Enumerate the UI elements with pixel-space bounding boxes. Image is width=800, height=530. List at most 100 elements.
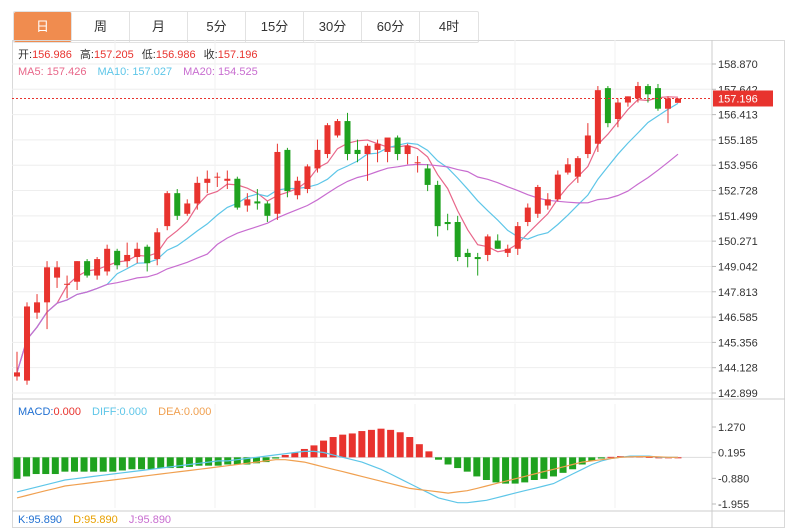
- candle-up: [544, 199, 551, 206]
- macd-bar-down: [597, 457, 605, 459]
- candle-down: [494, 240, 501, 249]
- candle-up: [304, 166, 311, 190]
- dea-line: [16, 456, 678, 499]
- macd-bar-down: [262, 457, 270, 463]
- candle-up: [664, 98, 671, 109]
- macd-bar-up: [281, 454, 289, 458]
- candle-up: [244, 199, 251, 206]
- macd-bar-up: [607, 456, 615, 458]
- candle-up: [24, 306, 31, 381]
- candle-up: [504, 248, 511, 253]
- price-tick-label: 155.185: [718, 135, 758, 147]
- macd-bar-up: [348, 433, 356, 458]
- candle-down: [284, 149, 291, 192]
- candle-up: [554, 174, 561, 200]
- candle-up: [364, 145, 371, 155]
- macd-bar-down: [70, 457, 78, 472]
- d-value: 95.890: [84, 514, 118, 526]
- diff-value: 0.000: [120, 406, 148, 418]
- candle-down: [344, 121, 351, 155]
- current-price-badge: [713, 90, 773, 107]
- candle-down: [174, 193, 181, 216]
- tab-6[interactable]: 60分: [362, 12, 420, 42]
- macd-bar-down: [42, 457, 50, 475]
- candles: [12, 81, 712, 385]
- k-value: 95.890: [28, 514, 62, 526]
- candle-up: [334, 121, 341, 136]
- candle-up: [124, 254, 131, 262]
- candle-up: [14, 372, 20, 377]
- tab-4[interactable]: 15分: [246, 12, 304, 42]
- macd-bar-down: [109, 457, 117, 472]
- price-tick-label: 153.956: [718, 160, 758, 172]
- macd-bar-down: [559, 457, 567, 473]
- macd-bar-down: [13, 457, 21, 479]
- candle-up: [164, 193, 171, 227]
- ma20-label: MA20:: [183, 66, 215, 78]
- macd-panel: [12, 428, 712, 504]
- macd-bar-down: [521, 457, 529, 483]
- macd-bar-up: [291, 452, 299, 458]
- price-tick-label: 149.042: [718, 261, 758, 273]
- close-label: 收:: [204, 47, 218, 61]
- close-value: 157.196: [218, 49, 258, 61]
- candle-up: [534, 186, 541, 214]
- macd-bar-down: [569, 457, 577, 470]
- candle-up: [94, 259, 101, 276]
- candle-up: [214, 176, 221, 178]
- dea-label: DEA:: [158, 406, 184, 418]
- macd-tick-label: 0.195: [718, 448, 746, 460]
- candle-up: [134, 248, 141, 258]
- candle-down: [234, 178, 241, 208]
- macd-bar-down: [272, 457, 280, 459]
- candle-up: [224, 178, 231, 181]
- macd-bar-down: [243, 457, 251, 465]
- dea-value: 0.000: [184, 406, 212, 418]
- price-tick-label: 150.271: [718, 236, 758, 248]
- j-label: J:: [129, 514, 138, 526]
- macd-tick-label: -1.955: [718, 499, 749, 511]
- price-tick-label: 147.813: [718, 287, 758, 299]
- price-tick-label: 152.728: [718, 186, 758, 198]
- diff-label: DIFF:: [92, 406, 120, 418]
- macd-bar-down: [176, 457, 184, 469]
- macd-bar-down: [80, 457, 88, 472]
- price-tick-label: 156.413: [718, 110, 758, 122]
- ma5-value: 157.426: [47, 66, 87, 78]
- tab-1[interactable]: 周: [72, 12, 130, 42]
- price-tick-label: 145.356: [718, 337, 758, 349]
- high-label: 高:: [80, 47, 94, 61]
- macd-bar-down: [128, 457, 136, 470]
- macd-bar-down: [435, 457, 443, 460]
- candle-up: [154, 232, 161, 260]
- k-label: K:: [18, 514, 28, 526]
- macd-bar-up: [320, 440, 328, 458]
- candle-down: [354, 149, 361, 155]
- price-tick-label: 144.128: [718, 363, 758, 375]
- macd-bar-up: [425, 451, 433, 458]
- macd-bar-up: [415, 444, 423, 458]
- macd-bar-down: [492, 457, 500, 483]
- candle-up: [675, 98, 681, 103]
- tab-3[interactable]: 5分: [188, 12, 246, 42]
- candle-up: [514, 226, 521, 249]
- y-axis: 158.870157.642156.413155.185153.956152.7…: [711, 40, 773, 528]
- macd-bar-down: [588, 457, 596, 461]
- tab-2[interactable]: 月: [130, 12, 188, 42]
- candle-up: [184, 203, 191, 214]
- macd-bar-down: [444, 457, 452, 465]
- macd-bar-up: [300, 448, 308, 458]
- macd-bar-down: [51, 457, 59, 475]
- j-value: 95.890: [137, 514, 171, 526]
- macd-bar-up: [396, 432, 404, 458]
- tab-5[interactable]: 30分: [304, 12, 362, 42]
- price-tick-label: 146.585: [718, 312, 758, 324]
- macd-bar-up: [367, 429, 375, 458]
- tab-0[interactable]: 日: [14, 12, 72, 42]
- candle-up: [294, 180, 301, 196]
- diff-line: [16, 450, 678, 504]
- ma20-value: 154.525: [218, 66, 258, 78]
- tab-7[interactable]: 4时: [438, 19, 460, 34]
- candle-up: [194, 182, 201, 204]
